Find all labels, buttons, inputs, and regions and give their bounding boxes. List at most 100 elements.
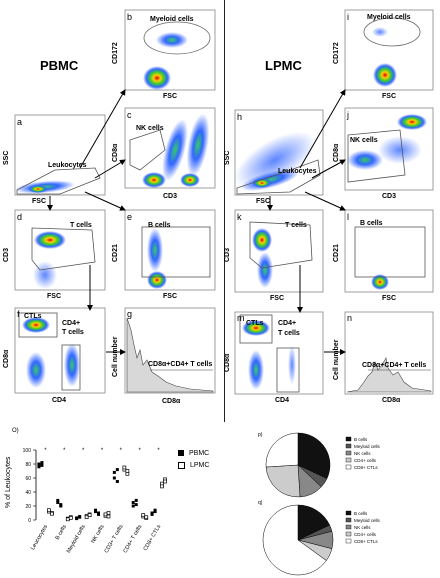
- gate-cd4-lpmc-1: CD4+: [278, 320, 297, 327]
- axis-fsc-i: FSC: [382, 93, 396, 100]
- gate-cd4-pbmc-2: T cells: [62, 329, 84, 336]
- y-tick-label-4: 80: [25, 462, 31, 468]
- lpmc-header: LPMC: [265, 58, 302, 73]
- pie-0-legend-swatch-2: [345, 450, 352, 456]
- point-PBMC-4-3: [115, 480, 119, 483]
- pie-0-legend-swatch-0: [345, 436, 352, 442]
- pie-1-legend-label-2: NK cells: [354, 525, 371, 530]
- point-PBMC-4-1: [115, 468, 119, 472]
- panel-letter-f: f: [17, 309, 20, 319]
- legend-pbmc-marker: [178, 450, 184, 456]
- plot-l: [344, 209, 434, 293]
- significance-2: *: [82, 448, 85, 454]
- y-tick-label-5: 100: [23, 448, 32, 454]
- panel-letter-q: q): [258, 500, 263, 506]
- pie-1-legend-swatch-4: [345, 538, 352, 544]
- point-LPMC-1-3: [68, 516, 73, 520]
- panel-letter-a: a: [17, 117, 23, 127]
- panel-letter-d: d: [17, 212, 23, 222]
- axis-cd4-m: CD4: [275, 397, 290, 404]
- axis-fsc-d: FSC: [47, 293, 61, 300]
- axis-cd3-j: CD3: [382, 193, 397, 200]
- point-PBMC-6-3: [153, 508, 157, 512]
- point-LPMC-5-3: [144, 515, 149, 520]
- pie-0-slice-0: [297, 432, 331, 479]
- plot-h: [234, 109, 324, 196]
- gate-leukocytes-lpmc: Leukocytes: [278, 168, 317, 175]
- gate-nk-pbmc: NK cells: [136, 125, 164, 132]
- plot-m: [234, 311, 324, 395]
- axis-fsc-a: FSC: [32, 198, 46, 205]
- significance-3: *: [101, 448, 104, 454]
- pie-1-legend-label-3: CD4+ cells: [354, 532, 377, 537]
- point-LPMC-2-2: [84, 515, 89, 520]
- gate-b-lpmc: B cells: [360, 220, 383, 227]
- gate-nk-lpmc: NK cells: [350, 137, 378, 144]
- panel-letter-n: n: [347, 313, 353, 323]
- pie-0-legend-swatch-1: [345, 443, 352, 449]
- point-PBMC-0-2: [37, 465, 41, 469]
- point-PBMC-6-2: [150, 512, 154, 516]
- pie-0-legend-label-1: Meyloid cells: [354, 444, 381, 449]
- gate-ctls-lpmc: CTLs: [246, 320, 264, 327]
- legend-pbmc-label: PBMC: [189, 449, 210, 457]
- gate-cd4-lpmc-2: T cells: [278, 330, 300, 337]
- point-LPMC-5-2: [141, 513, 146, 517]
- legend-lpmc-label: LPMC: [190, 461, 210, 469]
- panel-letter-j: j: [347, 110, 349, 120]
- pie-1-legend-label-1: Meyloid cells: [354, 518, 381, 523]
- axis-cd8a-g: CD8α: [162, 398, 181, 405]
- pie-0-legend-swatch-4: [345, 464, 352, 470]
- point-LPMC-3-2: [103, 512, 108, 517]
- panel-letter-p: p): [258, 432, 263, 438]
- point-LPMC-3-3: [106, 514, 111, 519]
- point-LPMC-4-3: [125, 469, 130, 473]
- significance-6: *: [157, 448, 160, 454]
- plot-n: [344, 311, 434, 395]
- gate-ctls-pbmc: CTLs: [24, 313, 42, 320]
- dot-plot-legend: PBMC LPMC: [178, 448, 209, 470]
- pie-0-legend-label-3: CD4+ cells: [354, 458, 377, 463]
- panel-letter-b: b: [127, 12, 133, 22]
- panel-letter-c: c: [127, 110, 132, 120]
- significance-0: *: [44, 448, 47, 454]
- point-PBMC-2-2: [75, 517, 79, 521]
- panel-letter-l: l: [347, 212, 349, 222]
- pie-1-slice-0: [297, 504, 331, 541]
- panel-letter-i: i: [347, 12, 349, 22]
- y-tick-label-1: 20: [25, 504, 31, 510]
- pie-1-legend-swatch-3: [345, 531, 352, 537]
- pie-1-legend-label-4: CD8+ CTLs: [354, 539, 378, 544]
- gate-myeloid-pbmc: Myeloid cells: [150, 16, 194, 23]
- panel-letter-g: g: [127, 309, 133, 319]
- plot-i: [344, 9, 434, 91]
- point-LPMC-0-3: [50, 511, 54, 516]
- point-PBMC-5-0: [131, 501, 135, 504]
- point-PBMC-4-2: [112, 476, 116, 480]
- point-LPMC-2-3: [87, 513, 92, 517]
- pie-0-slice-3: [265, 464, 301, 498]
- plot-b: [124, 9, 216, 91]
- pie-1-slice-4: [262, 504, 327, 576]
- point-PBMC-1-2: [56, 498, 60, 502]
- pbmc-header: PBMC: [40, 58, 79, 73]
- plot-f: [14, 307, 106, 394]
- pie-1-legend-swatch-2: [345, 524, 352, 530]
- pie-1-legend-swatch-0: [345, 510, 352, 516]
- axis-fsc-k: FSC: [270, 295, 284, 302]
- point-PBMC-2-3: [78, 515, 82, 519]
- point-PBMC-3-3: [97, 511, 100, 515]
- significance-5: *: [139, 448, 142, 454]
- gate-t-lpmc: T cells: [285, 222, 307, 229]
- y-tick-label-3: 60: [25, 476, 31, 482]
- point-LPMC-6-3: [163, 479, 167, 484]
- significance-4: *: [120, 448, 123, 454]
- point-PBMC-0-3: [40, 461, 44, 465]
- point-PBMC-5-2: [131, 504, 135, 508]
- axis-cd8a-n: CD8α: [382, 397, 401, 404]
- pie-1-legend-swatch-1: [345, 517, 352, 523]
- axis-fsc-e: FSC: [163, 293, 177, 300]
- section-divider: [224, 0, 225, 422]
- panel-letter-m: m: [237, 313, 245, 323]
